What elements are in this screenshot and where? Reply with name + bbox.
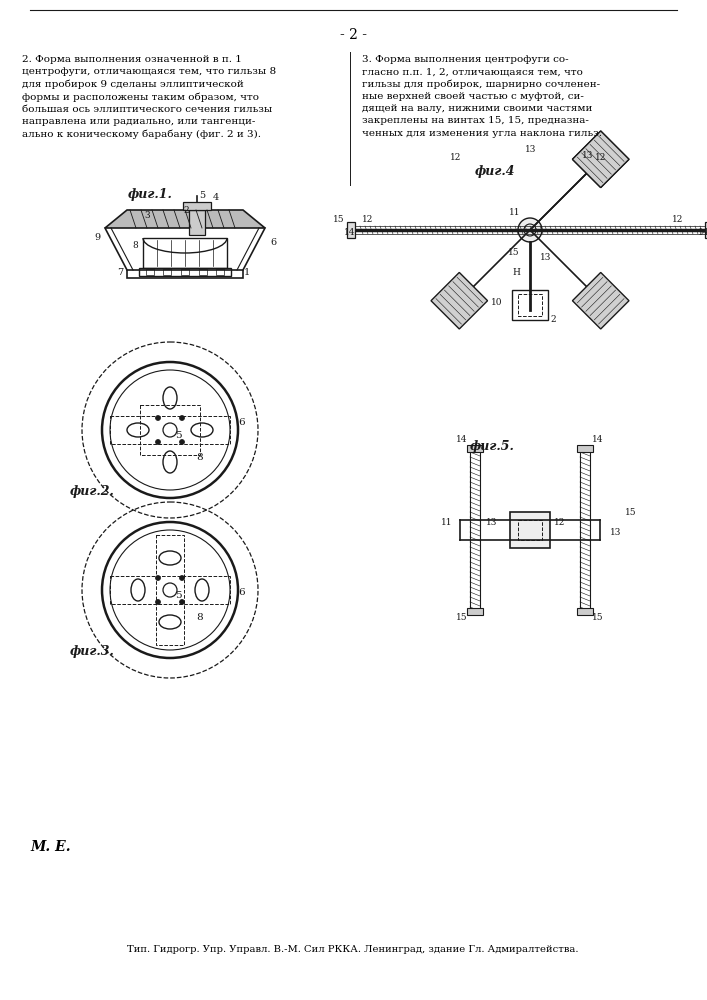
Text: 12: 12 xyxy=(554,518,566,527)
Polygon shape xyxy=(467,608,483,615)
Text: 14: 14 xyxy=(344,228,355,237)
Text: 12: 12 xyxy=(362,215,373,224)
Text: 12: 12 xyxy=(450,153,462,162)
Circle shape xyxy=(180,576,185,580)
Circle shape xyxy=(585,165,595,175)
Text: 2: 2 xyxy=(550,315,556,324)
Text: 6: 6 xyxy=(270,238,276,247)
Text: 14: 14 xyxy=(698,228,707,237)
Text: 14: 14 xyxy=(456,435,468,444)
Polygon shape xyxy=(467,445,483,452)
Text: 15: 15 xyxy=(625,508,636,517)
Text: 14: 14 xyxy=(592,435,604,444)
Circle shape xyxy=(156,576,160,580)
Circle shape xyxy=(156,416,160,420)
Text: 11: 11 xyxy=(508,208,520,217)
Text: М. Е.: М. Е. xyxy=(30,840,71,854)
Text: - 2 -: - 2 - xyxy=(339,28,366,42)
Polygon shape xyxy=(577,445,593,452)
Circle shape xyxy=(156,440,160,444)
Polygon shape xyxy=(431,272,488,329)
Text: 8: 8 xyxy=(132,241,138,250)
Text: 3: 3 xyxy=(144,211,150,220)
Polygon shape xyxy=(705,222,707,238)
Text: 10: 10 xyxy=(491,298,502,307)
Text: 13: 13 xyxy=(610,528,621,537)
Text: 8: 8 xyxy=(197,613,204,622)
Text: 12: 12 xyxy=(672,215,684,224)
Text: 12: 12 xyxy=(595,153,607,162)
Text: 3. Форма выполнения центрофуги со-
гласно п.п. 1, 2, отличающаяся тем, что
гильз: 3. Форма выполнения центрофуги со- гласн… xyxy=(362,55,602,138)
Text: 15: 15 xyxy=(508,248,520,257)
Circle shape xyxy=(180,599,185,604)
Polygon shape xyxy=(347,222,355,238)
Text: 8: 8 xyxy=(197,453,204,462)
Polygon shape xyxy=(573,272,629,329)
Text: 2. Форма выполнения означенной в п. 1
центрофуги, отличающаяся тем, что гильзы 8: 2. Форма выполнения означенной в п. 1 це… xyxy=(22,55,276,139)
Polygon shape xyxy=(573,131,629,188)
Polygon shape xyxy=(189,210,205,235)
Text: 13: 13 xyxy=(540,253,551,262)
Circle shape xyxy=(156,599,160,604)
Circle shape xyxy=(585,285,595,295)
Text: 13: 13 xyxy=(525,145,537,154)
Text: 4: 4 xyxy=(213,193,219,202)
Circle shape xyxy=(518,218,542,242)
Text: 1: 1 xyxy=(244,268,250,277)
Text: 5: 5 xyxy=(175,591,181,600)
Text: 6: 6 xyxy=(239,418,245,427)
Text: 15: 15 xyxy=(334,215,345,224)
Text: 13: 13 xyxy=(486,518,498,527)
Text: 7: 7 xyxy=(117,268,123,277)
Text: 5: 5 xyxy=(175,431,181,440)
Circle shape xyxy=(180,440,185,444)
Text: H: H xyxy=(512,268,520,277)
Circle shape xyxy=(180,416,185,420)
Text: 15: 15 xyxy=(592,613,604,622)
Text: 2: 2 xyxy=(183,206,189,215)
Text: фиг.2.: фиг.2. xyxy=(70,485,115,498)
Polygon shape xyxy=(183,202,211,210)
Text: фиг.1.: фиг.1. xyxy=(127,188,173,201)
Circle shape xyxy=(465,285,475,295)
Text: фиг.3.: фиг.3. xyxy=(70,645,115,658)
Text: фиг.4: фиг.4 xyxy=(475,165,515,178)
Text: 9: 9 xyxy=(94,233,100,242)
Text: 5: 5 xyxy=(199,191,205,200)
Polygon shape xyxy=(105,210,265,228)
Polygon shape xyxy=(510,512,550,548)
Circle shape xyxy=(585,165,595,175)
Text: 6: 6 xyxy=(239,588,245,597)
Polygon shape xyxy=(577,608,593,615)
Text: 15: 15 xyxy=(456,613,468,622)
Text: фиг.5.: фиг.5. xyxy=(470,440,515,453)
Text: Тип. Гидрогр. Упр. Управл. В.-М. Сил РККА. Ленинград, здание Гл. Адмиралтейства.: Тип. Гидрогр. Упр. Управл. В.-М. Сил РКК… xyxy=(127,945,579,954)
Text: 13: 13 xyxy=(582,151,593,160)
Text: 11: 11 xyxy=(440,518,452,527)
Polygon shape xyxy=(573,131,629,188)
